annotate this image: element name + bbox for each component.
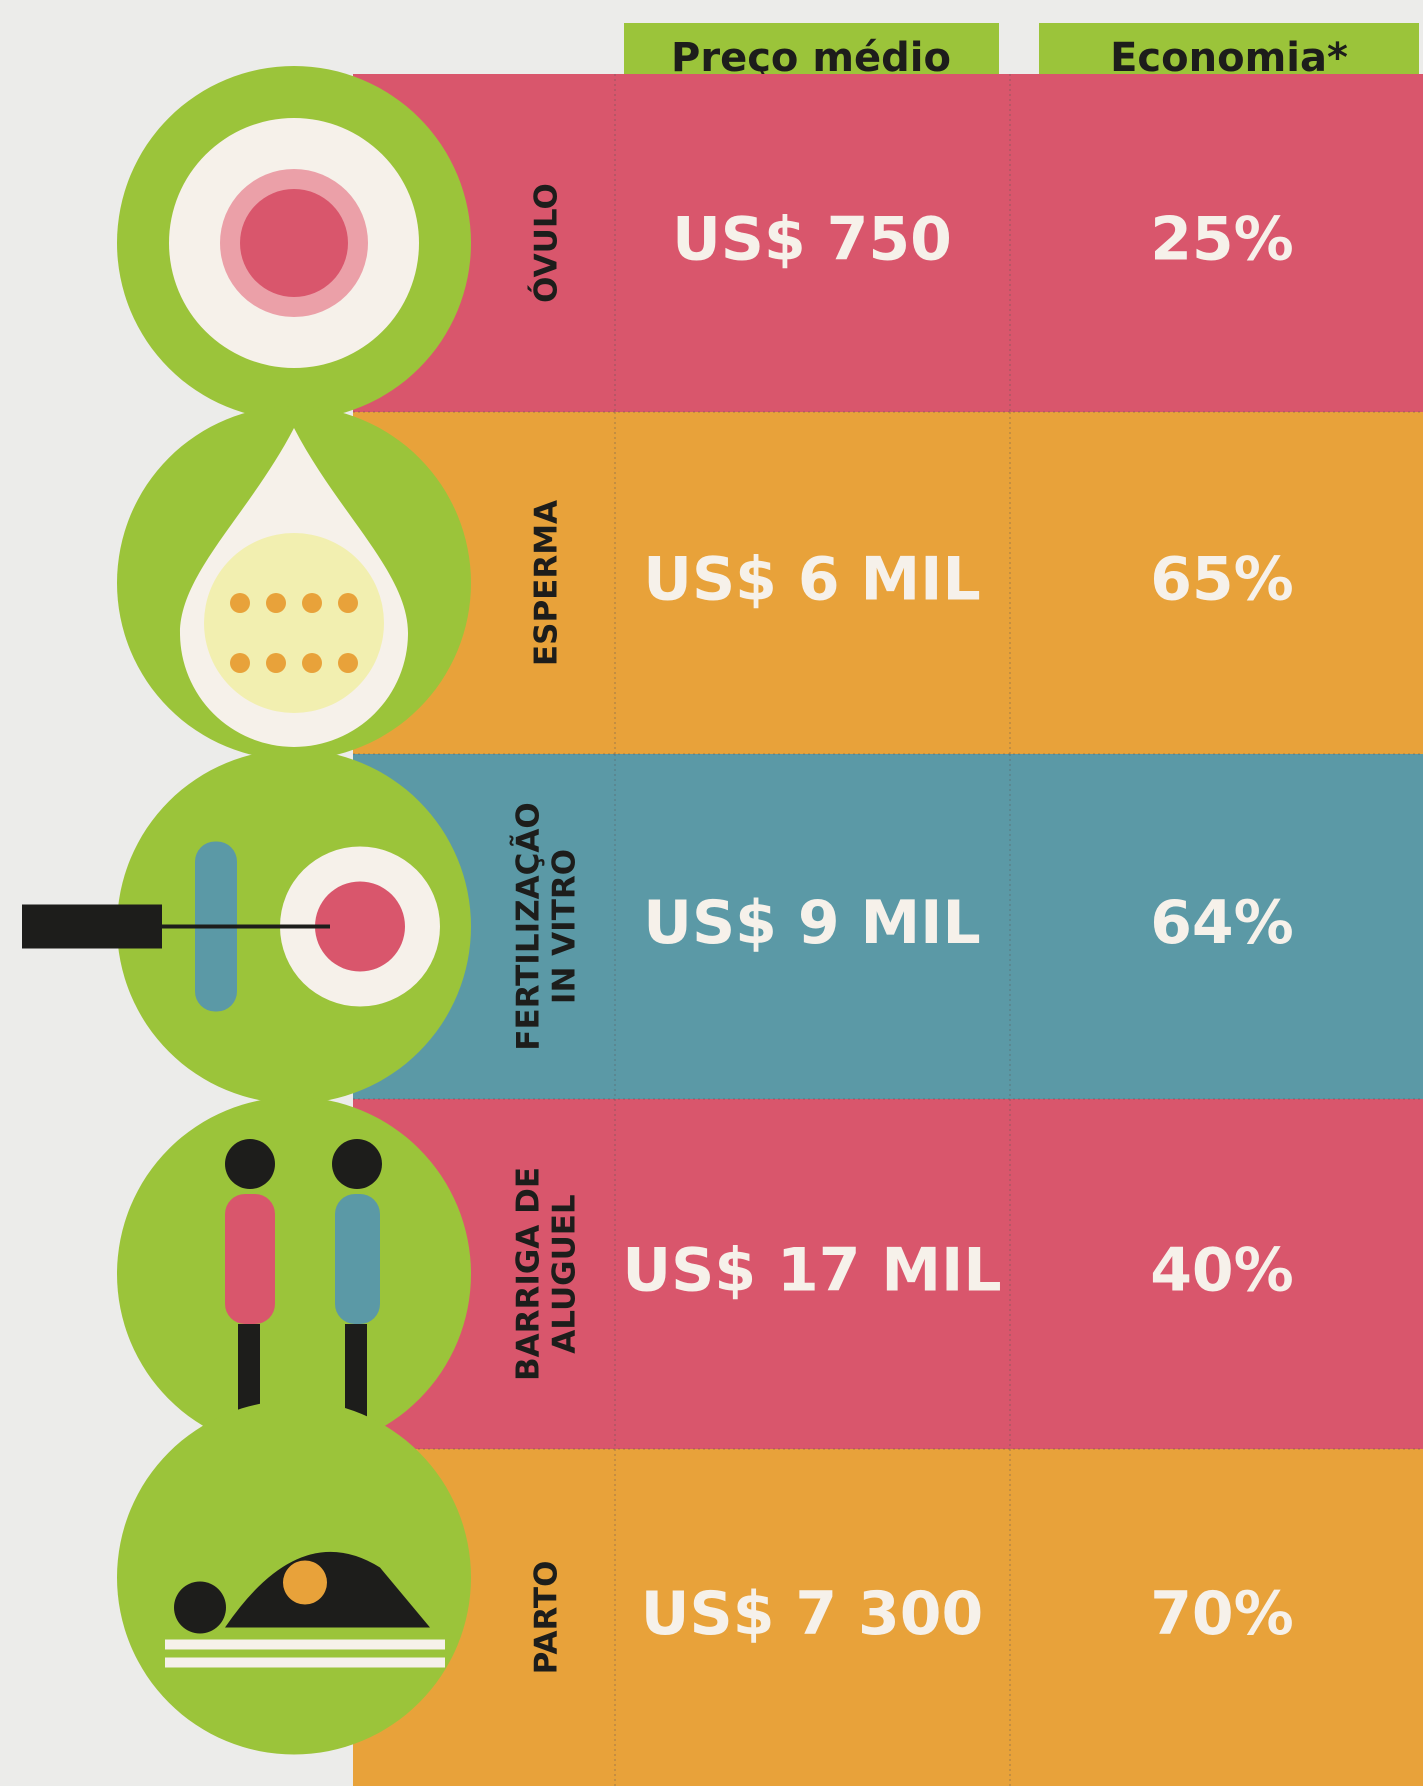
- icon-shape: [225, 1139, 275, 1189]
- icon-shape: [283, 1561, 327, 1605]
- price: US$ 750: [672, 205, 952, 275]
- row-label: ÓVULO: [528, 183, 565, 303]
- icon-shape: [165, 1640, 445, 1650]
- icon-shape: [230, 653, 250, 673]
- row-label: ALUGUEL: [547, 1194, 583, 1353]
- icon-shape: [266, 593, 286, 613]
- rows: ÓVULO US$ 750 25% ESPERMA US$ 6 MIL 65% FERTIL…: [22, 66, 1423, 1786]
- icon-shape: [230, 593, 250, 613]
- icon: [169, 118, 419, 368]
- icon-shape: [204, 533, 384, 713]
- icon-shape: [332, 1139, 382, 1189]
- row-label: ESPERMA: [529, 500, 565, 666]
- icon-shape: [174, 1582, 226, 1634]
- icon-shape: [22, 905, 162, 949]
- economy: 70%: [1150, 1579, 1294, 1649]
- row-label: PARTO: [529, 1561, 565, 1675]
- price: US$ 9 MIL: [643, 888, 980, 958]
- icon-shape: [165, 1658, 445, 1668]
- icon-shape: [240, 189, 348, 297]
- icon-shape: [266, 653, 286, 673]
- icon-shape: [302, 593, 322, 613]
- economy: 25%: [1150, 205, 1294, 275]
- icon: [22, 842, 440, 1012]
- icon-shape: [225, 1194, 275, 1324]
- row-label: FERTILIZAÇÃO: [510, 802, 547, 1050]
- price: US$ 17 MIL: [622, 1236, 1001, 1306]
- infographic: Preço médio Economia* ÓVULOUS$ 75025%ESP…: [0, 0, 1423, 1786]
- row-label: BARRIGA DE: [511, 1167, 547, 1381]
- icon-shape: [338, 593, 358, 613]
- economy: 40%: [1150, 1236, 1294, 1306]
- icon-shape: [335, 1194, 380, 1324]
- price: US$ 7 300: [641, 1579, 983, 1649]
- economy: 65%: [1150, 545, 1294, 615]
- icon-shape: [338, 653, 358, 673]
- economy: 64%: [1150, 888, 1294, 958]
- icon-shape: [302, 653, 322, 673]
- row-label: IN VITRO: [547, 849, 583, 1004]
- price: US$ 6 MIL: [643, 545, 980, 615]
- icon-circle: [117, 1097, 471, 1451]
